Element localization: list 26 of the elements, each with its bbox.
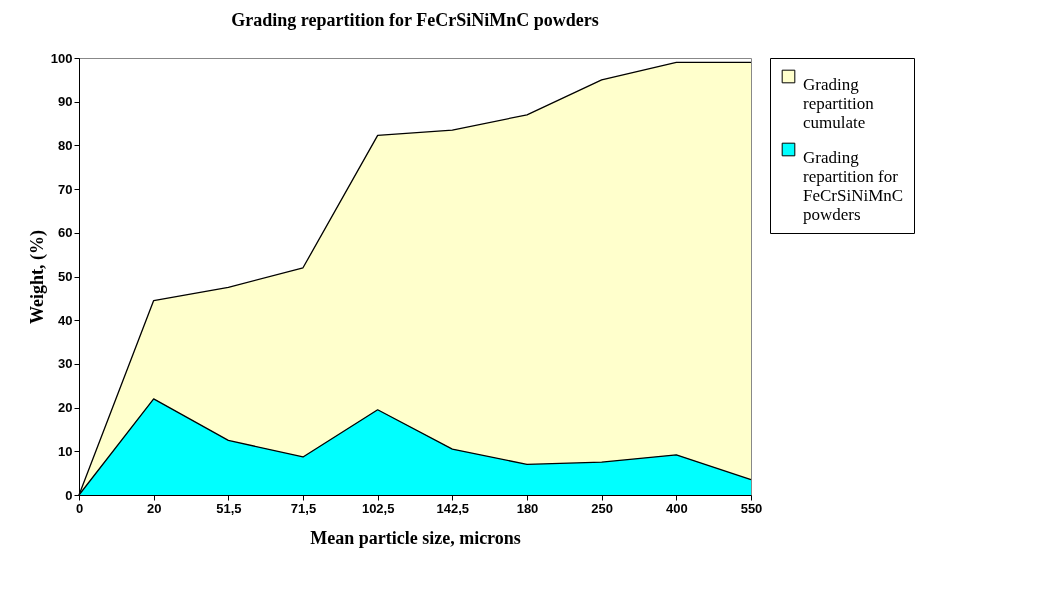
y-tick-label: 30 xyxy=(58,356,73,372)
x-tick-label: 0 xyxy=(75,500,84,516)
x-tick-label: 71,5 xyxy=(290,500,317,516)
y-tick-label: 70 xyxy=(58,181,73,197)
y-tick-label: 50 xyxy=(58,269,73,284)
y-tick-label: 60 xyxy=(58,225,73,241)
x-tick-label: 550 xyxy=(740,500,763,516)
y-tick-label: 0 xyxy=(65,487,73,503)
x-tick-label: 20 xyxy=(146,500,162,516)
x-axis-title: Mean particle size, microns xyxy=(310,527,521,548)
y-tick-label: 100 xyxy=(50,50,73,66)
x-tick-label: 51,5 xyxy=(216,500,242,516)
y-tick-label: 10 xyxy=(58,443,73,459)
x-tick-label: 102,5 xyxy=(361,500,395,516)
y-tick-label: 20 xyxy=(58,400,73,416)
y-tick-label: 90 xyxy=(58,94,73,110)
y-axis-title: Weight, (%) xyxy=(26,230,48,324)
y-tick-label: 40 xyxy=(58,312,73,328)
x-tick-label: 142,5 xyxy=(436,500,470,516)
x-tick-label: 180 xyxy=(516,500,539,516)
chart-title: Grading repartition for FeCrSiNiMnC powders xyxy=(231,10,599,30)
legend-label: Grading repartition for FeCrSiNiMnC powders xyxy=(803,147,904,224)
legend-label: Grading repartition cumulate xyxy=(803,74,875,132)
x-tick-label: 400 xyxy=(665,500,688,516)
y-tick-label: 80 xyxy=(58,137,73,153)
x-tick-label: 250 xyxy=(591,500,614,516)
